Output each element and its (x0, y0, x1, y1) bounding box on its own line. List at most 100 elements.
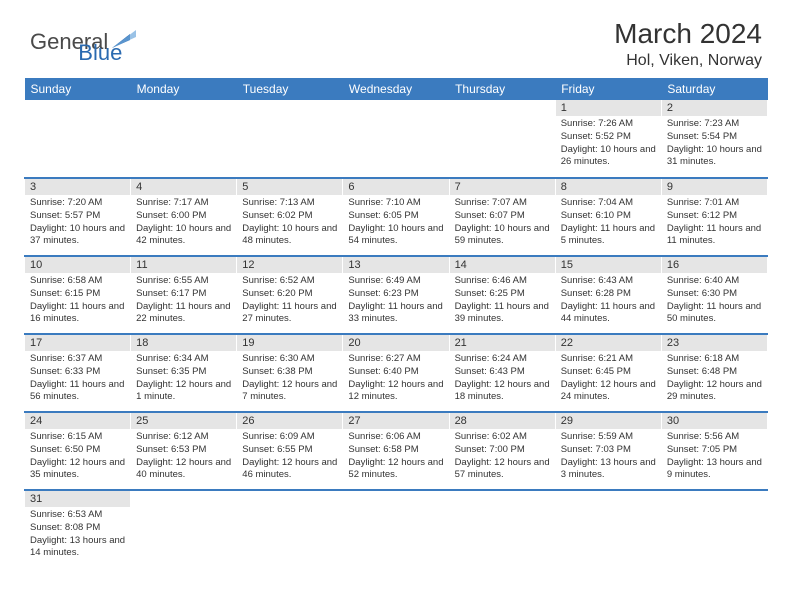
day-number: 14 (450, 257, 555, 273)
day-info: Sunrise: 6:49 AMSunset: 6:23 PMDaylight:… (343, 273, 448, 329)
calendar-cell: 17Sunrise: 6:37 AMSunset: 6:33 PMDayligh… (25, 334, 131, 412)
day-header-row: SundayMondayTuesdayWednesdayThursdayFrid… (25, 78, 768, 100)
day-number: 10 (25, 257, 130, 273)
title-block: March 2024 Hol, Viken, Norway (614, 18, 762, 70)
calendar-cell: 25Sunrise: 6:12 AMSunset: 6:53 PMDayligh… (131, 412, 237, 490)
day-info: Sunrise: 7:13 AMSunset: 6:02 PMDaylight:… (237, 195, 342, 251)
day-info: Sunrise: 6:34 AMSunset: 6:35 PMDaylight:… (131, 351, 236, 407)
day-number: 21 (450, 335, 555, 351)
calendar-table: SundayMondayTuesdayWednesdayThursdayFrid… (24, 78, 768, 568)
calendar-cell: 26Sunrise: 6:09 AMSunset: 6:55 PMDayligh… (237, 412, 343, 490)
calendar-row: 1Sunrise: 7:26 AMSunset: 5:52 PMDaylight… (25, 100, 768, 178)
day-number: 11 (131, 257, 236, 273)
day-number: 25 (131, 413, 236, 429)
day-info: Sunrise: 7:23 AMSunset: 5:54 PMDaylight:… (662, 116, 767, 172)
day-number: 29 (556, 413, 661, 429)
day-header: Wednesday (343, 78, 449, 100)
calendar-cell: 8Sunrise: 7:04 AMSunset: 6:10 PMDaylight… (555, 178, 661, 256)
day-info: Sunrise: 6:52 AMSunset: 6:20 PMDaylight:… (237, 273, 342, 329)
day-header: Tuesday (237, 78, 343, 100)
day-number: 8 (556, 179, 661, 195)
empty-cell (449, 100, 555, 178)
day-info: Sunrise: 6:40 AMSunset: 6:30 PMDaylight:… (662, 273, 767, 329)
day-info: Sunrise: 7:20 AMSunset: 5:57 PMDaylight:… (25, 195, 130, 251)
calendar-cell: 1Sunrise: 7:26 AMSunset: 5:52 PMDaylight… (555, 100, 661, 178)
day-info: Sunrise: 6:58 AMSunset: 6:15 PMDaylight:… (25, 273, 130, 329)
logo: General Blue (30, 18, 122, 66)
day-info: Sunrise: 7:26 AMSunset: 5:52 PMDaylight:… (556, 116, 661, 172)
day-header: Thursday (449, 78, 555, 100)
day-info: Sunrise: 7:10 AMSunset: 6:05 PMDaylight:… (343, 195, 448, 251)
calendar-cell: 6Sunrise: 7:10 AMSunset: 6:05 PMDaylight… (343, 178, 449, 256)
empty-cell (555, 490, 661, 568)
empty-cell (25, 100, 131, 178)
day-number: 27 (343, 413, 448, 429)
empty-cell (343, 100, 449, 178)
day-number: 3 (25, 179, 130, 195)
calendar-cell: 5Sunrise: 7:13 AMSunset: 6:02 PMDaylight… (237, 178, 343, 256)
day-number: 9 (662, 179, 767, 195)
calendar-cell: 7Sunrise: 7:07 AMSunset: 6:07 PMDaylight… (449, 178, 555, 256)
calendar-cell: 21Sunrise: 6:24 AMSunset: 6:43 PMDayligh… (449, 334, 555, 412)
day-info: Sunrise: 6:30 AMSunset: 6:38 PMDaylight:… (237, 351, 342, 407)
calendar-cell: 23Sunrise: 6:18 AMSunset: 6:48 PMDayligh… (661, 334, 767, 412)
day-header: Friday (555, 78, 661, 100)
calendar-row: 31Sunrise: 6:53 AMSunset: 8:08 PMDayligh… (25, 490, 768, 568)
calendar-cell: 28Sunrise: 6:02 AMSunset: 7:00 PMDayligh… (449, 412, 555, 490)
calendar-row: 3Sunrise: 7:20 AMSunset: 5:57 PMDaylight… (25, 178, 768, 256)
calendar-body: 1Sunrise: 7:26 AMSunset: 5:52 PMDaylight… (25, 100, 768, 568)
calendar-cell: 29Sunrise: 5:59 AMSunset: 7:03 PMDayligh… (555, 412, 661, 490)
day-header: Monday (131, 78, 237, 100)
day-info: Sunrise: 6:15 AMSunset: 6:50 PMDaylight:… (25, 429, 130, 485)
calendar-cell: 30Sunrise: 5:56 AMSunset: 7:05 PMDayligh… (661, 412, 767, 490)
calendar-cell: 20Sunrise: 6:27 AMSunset: 6:40 PMDayligh… (343, 334, 449, 412)
day-number: 6 (343, 179, 448, 195)
location: Hol, Viken, Norway (614, 52, 762, 70)
day-info: Sunrise: 6:55 AMSunset: 6:17 PMDaylight:… (131, 273, 236, 329)
empty-cell (237, 100, 343, 178)
day-info: Sunrise: 7:07 AMSunset: 6:07 PMDaylight:… (450, 195, 555, 251)
calendar-cell: 4Sunrise: 7:17 AMSunset: 6:00 PMDaylight… (131, 178, 237, 256)
calendar-cell: 9Sunrise: 7:01 AMSunset: 6:12 PMDaylight… (661, 178, 767, 256)
day-info: Sunrise: 6:06 AMSunset: 6:58 PMDaylight:… (343, 429, 448, 485)
logo-text-blue: Blue (78, 40, 122, 66)
day-number: 5 (237, 179, 342, 195)
empty-cell (131, 100, 237, 178)
day-info: Sunrise: 6:21 AMSunset: 6:45 PMDaylight:… (556, 351, 661, 407)
empty-cell (661, 490, 767, 568)
calendar-cell: 14Sunrise: 6:46 AMSunset: 6:25 PMDayligh… (449, 256, 555, 334)
day-number: 30 (662, 413, 767, 429)
day-number: 7 (450, 179, 555, 195)
day-number: 22 (556, 335, 661, 351)
day-info: Sunrise: 7:04 AMSunset: 6:10 PMDaylight:… (556, 195, 661, 251)
day-number: 18 (131, 335, 236, 351)
empty-cell (343, 490, 449, 568)
day-info: Sunrise: 6:02 AMSunset: 7:00 PMDaylight:… (450, 429, 555, 485)
empty-cell (237, 490, 343, 568)
day-number: 28 (450, 413, 555, 429)
day-info: Sunrise: 6:09 AMSunset: 6:55 PMDaylight:… (237, 429, 342, 485)
day-number: 13 (343, 257, 448, 273)
day-info: Sunrise: 6:43 AMSunset: 6:28 PMDaylight:… (556, 273, 661, 329)
day-info: Sunrise: 5:59 AMSunset: 7:03 PMDaylight:… (556, 429, 661, 485)
day-info: Sunrise: 6:53 AMSunset: 8:08 PMDaylight:… (25, 507, 130, 563)
day-info: Sunrise: 5:56 AMSunset: 7:05 PMDaylight:… (662, 429, 767, 485)
header: General Blue March 2024 Hol, Viken, Norw… (0, 0, 792, 78)
calendar-cell: 15Sunrise: 6:43 AMSunset: 6:28 PMDayligh… (555, 256, 661, 334)
day-number: 26 (237, 413, 342, 429)
calendar-row: 24Sunrise: 6:15 AMSunset: 6:50 PMDayligh… (25, 412, 768, 490)
day-number: 15 (556, 257, 661, 273)
day-info: Sunrise: 6:12 AMSunset: 6:53 PMDaylight:… (131, 429, 236, 485)
calendar-cell: 3Sunrise: 7:20 AMSunset: 5:57 PMDaylight… (25, 178, 131, 256)
calendar-cell: 2Sunrise: 7:23 AMSunset: 5:54 PMDaylight… (661, 100, 767, 178)
calendar-cell: 16Sunrise: 6:40 AMSunset: 6:30 PMDayligh… (661, 256, 767, 334)
day-info: Sunrise: 6:27 AMSunset: 6:40 PMDaylight:… (343, 351, 448, 407)
day-info: Sunrise: 6:24 AMSunset: 6:43 PMDaylight:… (450, 351, 555, 407)
day-info: Sunrise: 7:01 AMSunset: 6:12 PMDaylight:… (662, 195, 767, 251)
day-info: Sunrise: 7:17 AMSunset: 6:00 PMDaylight:… (131, 195, 236, 251)
day-number: 17 (25, 335, 130, 351)
day-number: 19 (237, 335, 342, 351)
day-number: 23 (662, 335, 767, 351)
calendar-cell: 18Sunrise: 6:34 AMSunset: 6:35 PMDayligh… (131, 334, 237, 412)
day-info: Sunrise: 6:46 AMSunset: 6:25 PMDaylight:… (450, 273, 555, 329)
